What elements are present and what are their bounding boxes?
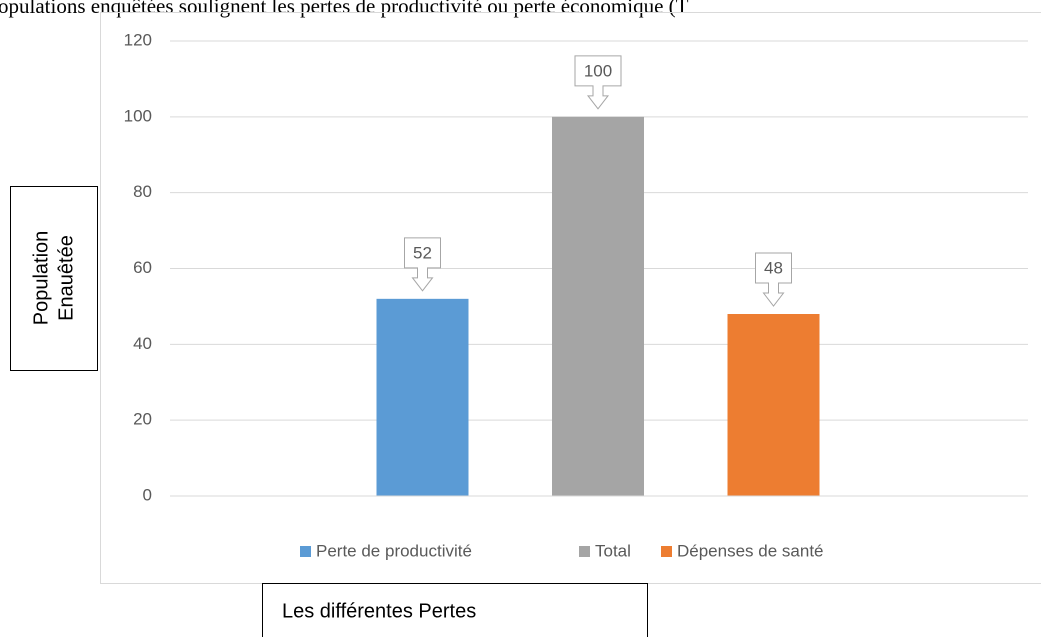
legend-label: Dépenses de santé (677, 541, 824, 560)
y-label-line: Population (30, 231, 52, 326)
y-tick-label: 80 (133, 182, 152, 201)
y-tick-label: 40 (133, 334, 152, 353)
data-label-callout (755, 252, 792, 307)
x-label: Les différentes Pertes (282, 600, 476, 622)
legend-swatch (579, 546, 590, 557)
bar (727, 314, 820, 496)
legend-label: Perte de productivité (316, 541, 472, 560)
data-label: 48 (764, 258, 783, 277)
y-tick-label: 20 (133, 410, 152, 429)
x-label-box (262, 583, 648, 637)
y-tick-label: 60 (133, 258, 152, 277)
caption: opulations enquêtées soulignent les pert… (0, 0, 689, 18)
legend-swatch (300, 546, 311, 557)
y-label-line: Enauêtée (55, 235, 77, 321)
legend-label: Total (595, 541, 631, 560)
data-label: 100 (584, 61, 612, 80)
y-tick-label: 0 (143, 485, 152, 504)
data-label-callout (574, 55, 622, 110)
y-label: Population Enauêtée (30, 231, 77, 326)
bar (376, 298, 469, 496)
y-tick-label: 120 (124, 30, 152, 49)
legend-swatch (661, 546, 672, 557)
bar (552, 116, 644, 496)
y-label-box (10, 186, 98, 371)
data-label-callout (404, 237, 441, 292)
y-tick-label: 100 (124, 106, 152, 125)
data-label: 52 (413, 243, 432, 262)
